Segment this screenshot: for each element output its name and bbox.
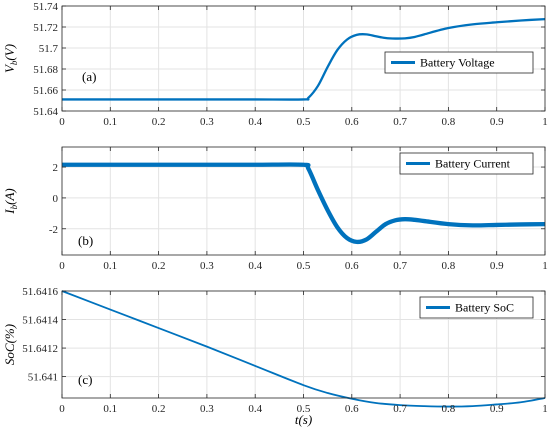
x-axis-label-main: t	[295, 412, 299, 427]
x-axis-label: t(s)	[295, 412, 312, 427]
x-tick-label: 0.3	[200, 403, 214, 415]
y-tick-label: 51.6416	[22, 286, 58, 298]
x-tick-label: 0	[59, 403, 65, 415]
y-tick-label: 51.74	[33, 1, 58, 13]
x-tick-label: 0.1	[103, 403, 117, 415]
y-axis-label-main: I	[2, 209, 17, 215]
y-tick-label: 51.641	[28, 372, 58, 384]
x-tick-label: 0.7	[393, 260, 407, 272]
x-tick-label: 0.9	[490, 403, 504, 415]
x-tick-label: 1	[542, 403, 548, 415]
y-tick-label: 0	[53, 193, 59, 205]
legend: Battery SoC	[419, 296, 534, 319]
x-tick-label: 0.4	[248, 260, 262, 272]
y-axis-label-subscript: b	[9, 204, 19, 209]
x-tick-label: 0.9	[490, 260, 504, 272]
y-axis-label: Ib(A)	[2, 188, 19, 214]
x-tick-label: 0.9	[490, 116, 504, 128]
legend: Battery Current	[399, 152, 534, 175]
x-tick-label: 1	[542, 260, 548, 272]
x-tick-label: 0.1	[103, 116, 117, 128]
panel-label: (b)	[78, 233, 93, 248]
x-tick-label: 0.7	[393, 403, 407, 415]
x-tick-label: 0.8	[442, 260, 456, 272]
x-tick-label: 0.4	[248, 116, 262, 128]
x-tick-label: 1	[542, 116, 548, 128]
y-axis-label-main: SoC	[2, 343, 17, 365]
y-axis-label: SoC(%)	[2, 324, 17, 365]
y-axis-label-unit: (A)	[2, 188, 17, 205]
y-tick-label: 51.6412	[22, 343, 58, 355]
x-tick-label: 0.2	[152, 260, 166, 272]
panel-c: 0 0.1 0.2 0.3 0.4 0.5 0.6 0.7 0.8 0.9 1 51.641 51.64…	[2, 286, 548, 427]
x-tick-label: 0.5	[297, 260, 311, 272]
y-tick-label: -2	[49, 224, 58, 236]
legend-entry: Battery Voltage	[420, 56, 495, 70]
legend-box	[384, 51, 534, 74]
x-tick-label: 0.3	[200, 260, 214, 272]
x-axis-label-unit: (s)	[298, 412, 312, 427]
legend: Battery Voltage	[384, 51, 534, 74]
x-tick-label: 0.8	[442, 403, 456, 415]
x-tick-label: 0.8	[442, 116, 456, 128]
y-tick-label: 2	[53, 162, 59, 174]
x-tick-label: 0	[59, 260, 65, 272]
x-tick-label: 0.4	[248, 403, 262, 415]
y-tick-label: 51.66	[33, 85, 58, 97]
y-tick-label: 51.72	[33, 22, 58, 34]
panel-label: (c)	[78, 372, 92, 387]
y-tick-label: 51.6414	[22, 315, 58, 327]
panel-a: 0 0.1 0.2 0.3 0.4 0.5 0.6 0.7 0.8 0.9 1 51.64 51.66 5…	[2, 1, 548, 128]
x-tick-label: 0.1	[103, 260, 117, 272]
y-axis-label-unit: (%)	[2, 324, 17, 344]
x-tick-label: 0.6	[345, 116, 359, 128]
series-line-0	[61, 17, 546, 101]
legend-entry: Battery SoC	[455, 301, 514, 315]
panel-label: (a)	[82, 69, 96, 84]
y-tick-label: 51.68	[33, 64, 58, 76]
x-tick-label: 0.6	[345, 403, 359, 415]
panel-b: 0 0.1 0.2 0.3 0.4 0.5 0.6 0.7 0.8 0.9 1 -2 0 2 Ib(A) (b…	[2, 146, 548, 272]
legend-box	[399, 152, 534, 175]
y-tick-label: 51.7	[39, 43, 59, 55]
x-tick-label: 0.6	[345, 260, 359, 272]
x-tick-label: 0.3	[200, 116, 214, 128]
x-tick-label: 0	[59, 116, 65, 128]
y-axis-label-main: V	[2, 63, 17, 73]
series-line-2	[61, 290, 546, 408]
x-tick-label: 0.5	[297, 403, 311, 415]
y-axis-label: Vb(V)	[2, 44, 19, 73]
y-tick-label: 51.64	[33, 106, 58, 118]
legend-entry: Battery Current	[435, 157, 511, 171]
y-axis-label-unit: (V)	[2, 44, 17, 61]
x-tick-label: 0.7	[393, 116, 407, 128]
series-line-1	[61, 162, 546, 245]
y-axis-label-subscript: b	[9, 60, 19, 65]
x-tick-label: 0.5	[297, 116, 311, 128]
x-tick-label: 0.2	[152, 116, 166, 128]
legend-box	[419, 296, 534, 319]
x-tick-label: 0.2	[152, 403, 166, 415]
